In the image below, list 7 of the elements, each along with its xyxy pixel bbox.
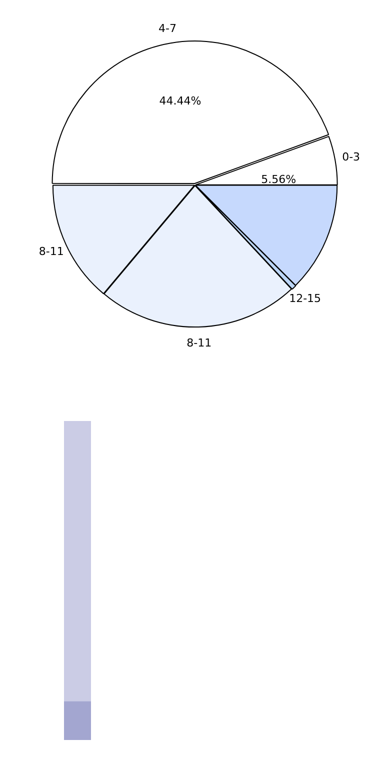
data-label: 5.56% (261, 173, 296, 186)
slice-label: 12-15 (289, 292, 322, 305)
slice-label: 0-3 (342, 150, 360, 164)
data-label: 44.44% (159, 94, 202, 108)
slice-label: 8-11 (38, 244, 64, 258)
slice-label: 8-11 (186, 336, 212, 350)
slice-label: 4-7 (158, 22, 176, 35)
